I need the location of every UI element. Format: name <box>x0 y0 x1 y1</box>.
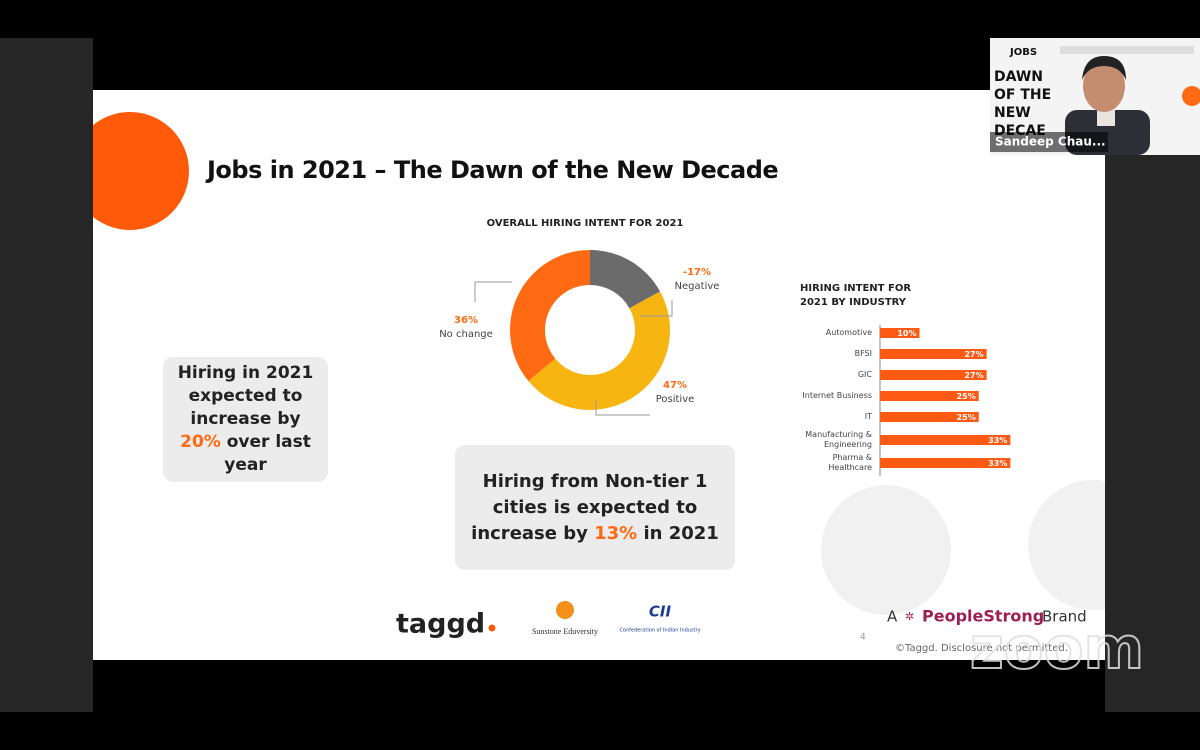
participant-name: Sandeep Chau... <box>995 135 1106 149</box>
name-tag <box>990 132 1108 152</box>
bar-value-label: 25% <box>957 392 976 401</box>
bar-value-label: 27% <box>964 350 983 359</box>
logo-text: Confederation of Indian Industry <box>619 628 700 634</box>
value-label: 36% <box>454 315 478 326</box>
donut-slice <box>509 250 590 381</box>
bar <box>880 328 920 338</box>
category-label: Manufacturing & Engineering <box>805 430 872 449</box>
callout-text: Hiring in 2021 expected to increase by <box>177 363 314 429</box>
brand-name: PeopleStrong <box>922 607 1044 626</box>
bar <box>880 412 979 422</box>
category-label: Positive <box>656 394 695 405</box>
bar <box>880 370 987 380</box>
callout-highlight: 20% <box>180 432 221 452</box>
brand-text: A <box>887 608 898 626</box>
donut-title: OVERALL HIRING INTENT FOR 2021 <box>487 218 684 229</box>
logo-cii: CII <box>649 603 672 621</box>
category-label: Automotive <box>825 328 872 337</box>
bar-chart-title: HIRING INTENT FOR 2021 BY INDUSTRY <box>800 283 912 308</box>
video-tile: JOBS DAWN OF THE NEW DECAE Sandeep Chau.… <box>990 38 1200 155</box>
leader-line <box>474 281 512 302</box>
slide-title: Jobs in 2021 – The Dawn of the New Decad… <box>207 156 779 184</box>
bar <box>880 435 1011 445</box>
zoom-watermark: zoom <box>970 614 1144 682</box>
value-label: 47% <box>663 380 687 391</box>
logo-text: Sunstone Eduversity <box>532 627 598 636</box>
logo-dot <box>488 624 496 632</box>
decor-circle <box>821 485 951 615</box>
bar-value-label: 10% <box>897 329 916 338</box>
value-label: -17% <box>683 267 711 278</box>
category-label: BFSI <box>854 349 872 358</box>
category-label: Pharma & Healthcare <box>828 453 872 472</box>
callout-highlight: 13% <box>594 522 638 544</box>
bar-value-label: 27% <box>964 371 983 380</box>
bar-value-label: 25% <box>957 413 976 422</box>
category-label: IT <box>864 412 872 421</box>
category-label: No change <box>439 329 493 340</box>
callout-text: in 2021 <box>637 522 719 544</box>
video-text: DAWN OF THE NEW DECAE <box>994 69 1052 139</box>
category-box: Pharma & Healthcare <box>828 453 872 472</box>
category-box: BFSI <box>854 349 872 358</box>
brand-icon: ✲ <box>905 610 914 623</box>
video-text-box: DAWN OF THE NEW DECAE <box>994 69 1052 139</box>
logo-sunstone <box>556 601 574 619</box>
callout-text: Hiring from Non-tier 1 cities is expecte… <box>471 470 708 544</box>
bar <box>880 349 987 359</box>
leader-line <box>595 400 650 416</box>
brand-text: Brand <box>1042 608 1087 626</box>
category-label: Internet Business <box>802 391 872 400</box>
person-collar <box>1097 108 1115 126</box>
person-hair <box>1082 56 1126 80</box>
category-label: Negative <box>675 281 720 292</box>
donut-slice <box>590 250 661 309</box>
category-box: Internet Business <box>802 391 872 400</box>
page-number: 4 <box>860 633 866 643</box>
donut-slice <box>528 291 671 411</box>
donut-chart: -17% Negative 47% Positive 36% No change <box>439 250 720 411</box>
category-box: GIC <box>857 370 872 379</box>
video-decor <box>1182 86 1200 106</box>
category-box: Automotive <box>825 328 872 337</box>
bar-value-label: 33% <box>988 436 1007 445</box>
decor-circle <box>93 112 189 230</box>
bar <box>880 458 1011 468</box>
category-box: Manufacturing & Engineering <box>805 430 872 449</box>
video-logo: JOBS <box>1009 47 1037 58</box>
bar <box>880 391 979 401</box>
leader-line <box>640 300 673 317</box>
callout: Hiring from Non-tier 1 cities is expecte… <box>455 445 735 570</box>
logo-taggd: taggd <box>396 609 485 640</box>
callout: Hiring in 2021 expected to increase by 2… <box>163 357 328 482</box>
video-logos <box>1060 46 1194 54</box>
callout-text: over last year <box>220 432 311 475</box>
side-panel <box>0 38 93 712</box>
bar-chart: 10% Automotive 27% BFSI 27% GIC 25% Internet Bu… <box>802 328 1011 472</box>
category-label: GIC <box>857 370 872 379</box>
copyright: ©Taggd. Disclosure not permitted. <box>895 643 1068 654</box>
category-box: IT <box>864 412 872 421</box>
person-head <box>1083 60 1125 112</box>
bar-value-label: 33% <box>988 459 1007 468</box>
